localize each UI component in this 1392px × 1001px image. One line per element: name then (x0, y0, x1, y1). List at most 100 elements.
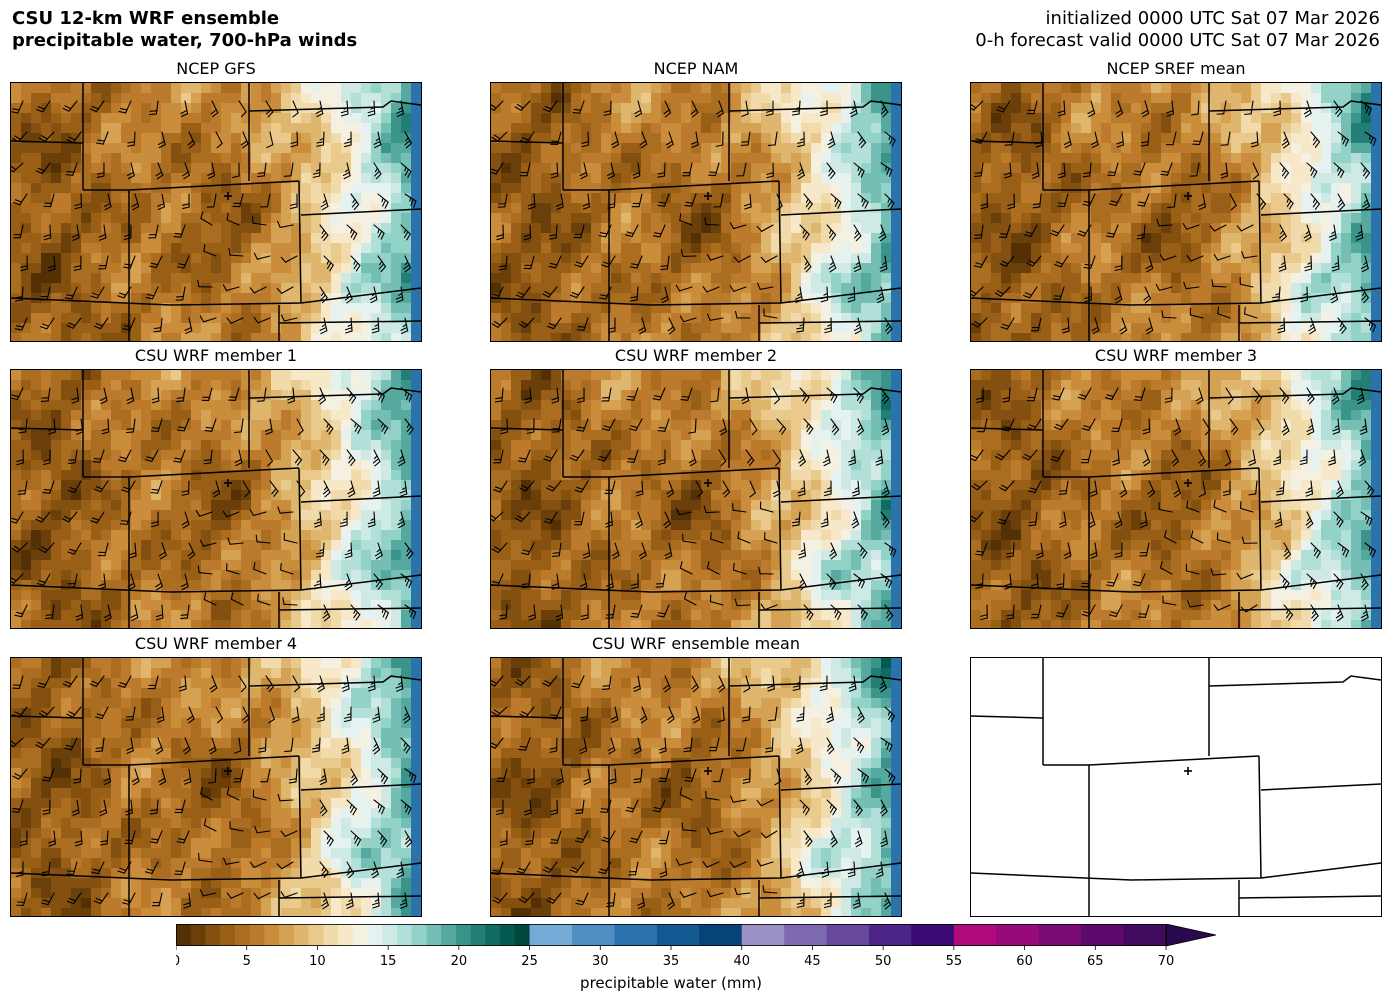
map-csu-wrf-ensemble-mean (490, 657, 902, 917)
panel-title: CSU WRF ensemble mean (591, 634, 800, 653)
colorbar-tick-label: 40 (733, 954, 750, 969)
colorbar-bin (500, 924, 516, 946)
colorbar-bin (411, 924, 428, 946)
figure-title: CSU 12-km WRF ensemble precipitable wate… (12, 8, 357, 52)
station-marker-icon (704, 192, 712, 200)
wind-barbs (971, 100, 1377, 335)
wind-barbs (971, 387, 1376, 622)
colorbar-bin (572, 924, 616, 946)
colorbar-bin (1123, 924, 1167, 946)
colorbar-frame (176, 924, 1167, 946)
colorbar-tick-label: 35 (663, 954, 680, 969)
panel-title: CSU WRF member 3 (1094, 346, 1258, 365)
colorbar-bin (205, 924, 221, 946)
colorbar-bin (220, 924, 236, 946)
pw-field (491, 658, 901, 916)
colorbar-bin (514, 924, 531, 946)
panel-title: CSU WRF member 1 (134, 346, 298, 365)
colorbar-bin (741, 924, 785, 946)
pw-field (11, 83, 421, 341)
colorbar-bin (264, 924, 280, 946)
colorbar-bin (382, 924, 398, 946)
station-marker-icon (704, 767, 712, 775)
colorbar-bin (455, 924, 472, 946)
colorbar-bin (367, 924, 383, 946)
wind-barbs (491, 387, 897, 622)
wind-barbs (11, 675, 417, 910)
colorbar-bin (826, 924, 870, 946)
colorbar-bin (869, 924, 913, 946)
colorbar-bin (614, 924, 658, 946)
state-borders (11, 83, 421, 341)
colorbar-scale: 0 5 10 15 20 25 30 35 40 45 50 55 60 65 70 (172, 923, 1217, 969)
title-line-1: CSU 12-km WRF ensemble (12, 8, 280, 29)
colorbar-tick-label: 70 (1158, 954, 1175, 969)
map-csu-wrf-member-2 (490, 369, 902, 629)
colorbar-tick-label: 5 (243, 954, 251, 969)
colorbar-bin (784, 924, 828, 946)
panel-title: CSU WRF member 2 (614, 346, 778, 365)
title-line-2: precipitable water, 700-hPa winds (12, 30, 358, 51)
wind-barbs (11, 387, 417, 622)
map-csu-wrf-member-3 (970, 369, 1382, 629)
station-marker-icon (224, 767, 232, 775)
station-marker-icon (1184, 767, 1192, 775)
colorbar-extend-arrow (1165, 923, 1217, 947)
init-time: initialized 0000 UTC Sat 07 Mar 2026 (1045, 8, 1380, 29)
state-borders (491, 370, 901, 628)
panel-title: NCEP NAM (653, 59, 739, 78)
valid-time: 0-h forecast valid 0000 UTC Sat 07 Mar 2… (975, 30, 1380, 51)
colorbar-tick-label: 20 (451, 954, 468, 969)
colorbar-bin (234, 924, 251, 946)
state-borders (971, 658, 1381, 916)
pw-field (971, 370, 1381, 628)
colorbar-bin (176, 924, 192, 946)
colorbar-bin (656, 924, 700, 946)
panel-title: NCEP GFS (176, 59, 256, 78)
map-csu-wrf-member-1 (10, 369, 422, 629)
colorbar-bin (996, 924, 1040, 946)
colorbar-bin (338, 924, 354, 946)
colorbar: 0 5 10 15 20 25 30 35 40 45 50 55 60 65 70 precipitabl… (172, 923, 1217, 998)
colorbar-tick-label: 65 (1087, 954, 1104, 969)
colorbar-bin (352, 924, 369, 946)
panel-title: CSU WRF member 4 (134, 634, 298, 653)
colorbar-bin (396, 924, 413, 946)
map-ncep-gfs (10, 82, 422, 342)
wind-barbs (491, 675, 896, 910)
colorbar-tick-label: 25 (521, 954, 538, 969)
map-ncep-sref-mean (970, 82, 1382, 342)
colorbar-tick-label: 60 (1016, 954, 1033, 969)
colorbar-bin (911, 924, 955, 946)
wind-barbs (11, 100, 417, 335)
colorbar-bin (426, 924, 442, 946)
colorbar-bin (279, 924, 295, 946)
station-marker-icon (1184, 479, 1192, 487)
colorbar-tick-label: 15 (380, 954, 397, 969)
map-csu-wrf-member-4 (10, 657, 422, 917)
colorbar-bin (308, 924, 324, 946)
colorbar-bin (323, 924, 339, 946)
wind-barbs (491, 100, 896, 335)
colorbar-tick-label: 0 (176, 954, 180, 969)
colorbar-tick-label: 30 (592, 954, 609, 969)
map-ncep-nam (490, 82, 902, 342)
colorbar-bin (485, 924, 501, 946)
pw-field (491, 370, 901, 628)
colorbar-bin (190, 924, 207, 946)
forecast-time-info: initialized 0000 UTC Sat 07 Mar 2026 0-h… (975, 8, 1380, 52)
colorbar-bin (441, 924, 457, 946)
panel-title: NCEP SREF mean (1106, 59, 1246, 78)
colorbar-bin (529, 924, 573, 946)
colorbar-bin (699, 924, 743, 946)
colorbar-tick-label: 10 (309, 954, 326, 969)
colorbar-bin (1038, 924, 1082, 946)
colorbar-tick-label: 45 (804, 954, 821, 969)
colorbar-bin (249, 924, 265, 946)
colorbar-tick-label: 50 (875, 954, 892, 969)
state-borders (11, 370, 421, 628)
state-borders (11, 658, 421, 916)
state-borders (971, 370, 1381, 628)
station-marker-icon (1184, 192, 1192, 200)
colorbar-bin (953, 924, 997, 946)
